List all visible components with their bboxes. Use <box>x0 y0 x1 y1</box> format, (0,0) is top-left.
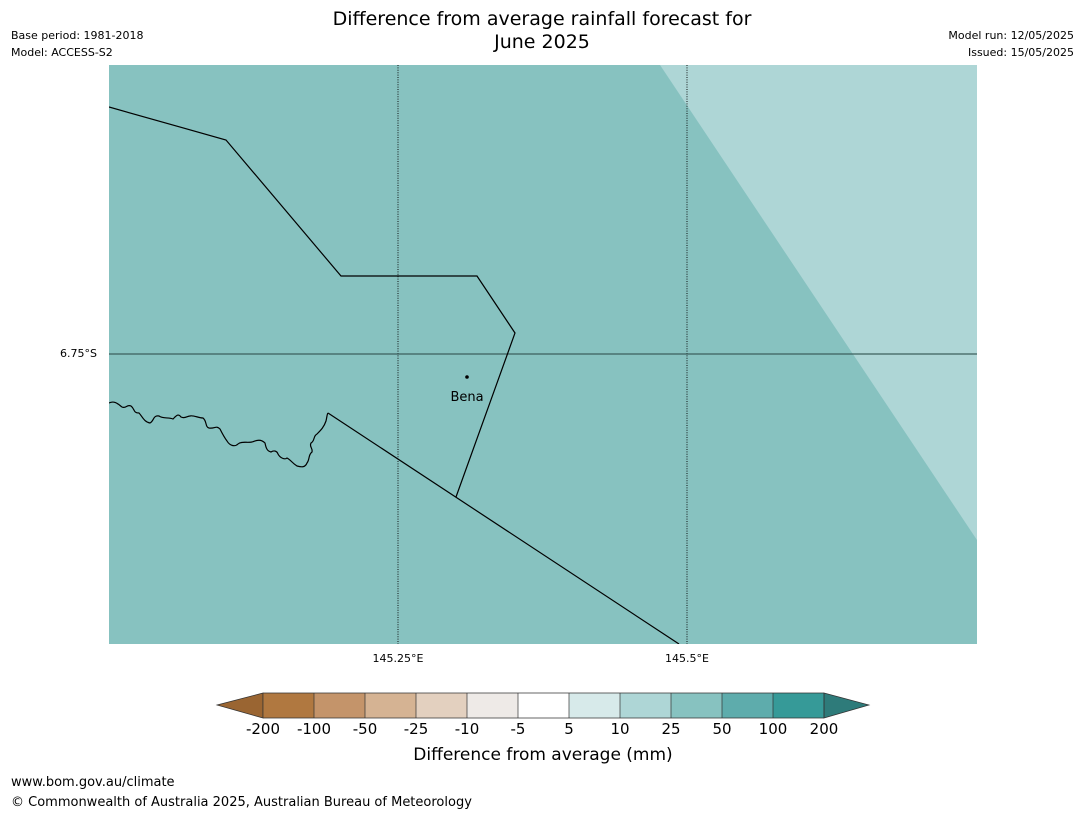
district-boundary-river <box>109 401 329 468</box>
colorbar-bin-6 <box>518 693 569 718</box>
meta-right: Model run: 12/05/2025 Issued: 15/05/2025 <box>948 27 1074 61</box>
colorbar-tick: -50 <box>352 720 378 738</box>
colorbar-bin-1 <box>263 693 314 718</box>
model-run: Model run: 12/05/2025 <box>948 29 1074 42</box>
lon-label-145-5e: 145.5°E <box>665 652 709 665</box>
map-title: Difference from average rainfall forecas… <box>242 8 842 54</box>
meta-left: Base period: 1981-2018 Model: ACCESS-S2 <box>11 27 143 61</box>
colorbar-bin-4 <box>416 693 467 718</box>
bena-place-label[interactable]: Bena <box>450 390 483 405</box>
colorbar-tick: -25 <box>403 720 429 738</box>
colorbar-extend-high <box>823 692 871 719</box>
colorbar-tick: 25 <box>661 720 681 738</box>
colorbar-bin-5 <box>467 693 518 718</box>
colorbar-tick: -5 <box>510 720 526 738</box>
base-period: Base period: 1981-2018 <box>11 29 144 42</box>
model-name: Model: ACCESS-S2 <box>11 46 113 59</box>
colorbar-tick: -200 <box>245 720 281 738</box>
colorbar-tick: 200 <box>809 720 839 738</box>
bena-location-marker[interactable] <box>465 375 469 379</box>
title-line-2: June 2025 <box>494 31 590 53</box>
colorbar-bin-7 <box>569 693 620 718</box>
colorbar-bin-11 <box>773 693 824 718</box>
colorbar-bin-9 <box>671 693 722 718</box>
colorbar-tick: 50 <box>712 720 732 738</box>
colorbar-extend-low <box>215 692 264 719</box>
province-boundary-north <box>109 106 516 498</box>
lon-label-145-25e: 145.25°E <box>372 652 424 665</box>
colorbar-bin-2 <box>314 693 365 718</box>
colorbar-tick: 100 <box>758 720 788 738</box>
colorbar-tick: 10 <box>610 720 630 738</box>
colorbar-separators <box>262 692 825 719</box>
footer-url[interactable]: www.bom.gov.au/climate <box>11 775 175 790</box>
colorbar-tick: 5 <box>564 720 574 738</box>
title-line-1: Difference from average rainfall forecas… <box>332 8 752 30</box>
colorbar-bin-8 <box>620 693 671 718</box>
map-canvas[interactable]: Bena <box>109 65 977 644</box>
colorbar-tick: -100 <box>296 720 332 738</box>
colorbar <box>215 692 871 719</box>
colorbar-bin-10 <box>722 693 773 718</box>
colorbar-tick: -10 <box>454 720 480 738</box>
colorbar-title: Difference from average (mm) <box>413 745 673 765</box>
lat-label-6-75s: 6.75°S <box>60 347 97 360</box>
province-boundary-south <box>327 412 680 644</box>
issued-date: Issued: 15/05/2025 <box>967 46 1074 59</box>
colorbar-bin-3 <box>365 693 416 718</box>
footer-copyright: © Commonwealth of Australia 2025, Austra… <box>11 795 472 810</box>
region-corner-fill <box>660 65 977 540</box>
